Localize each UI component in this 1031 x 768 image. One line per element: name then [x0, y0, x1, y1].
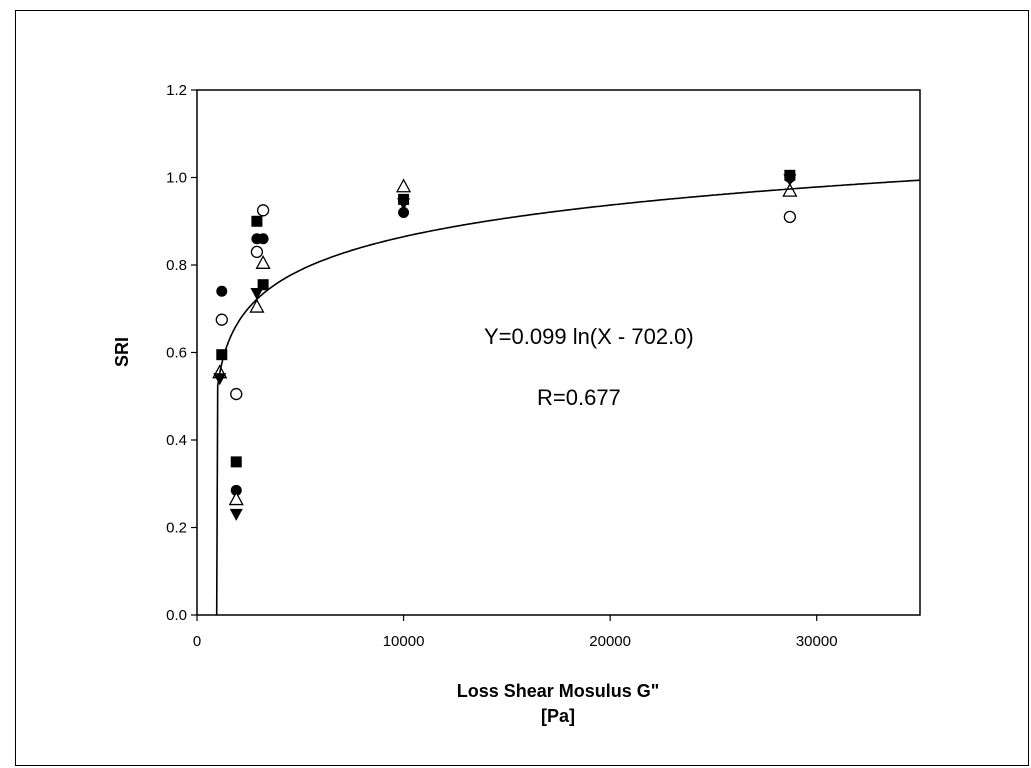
- plot-area: [196, 89, 921, 616]
- point-filled-circle: [230, 484, 242, 496]
- point-open-triangle: [228, 491, 244, 506]
- y-tick-label: 0.2: [166, 520, 187, 537]
- point-open-circle: [215, 313, 228, 326]
- point-filled-square: [257, 279, 269, 291]
- equation-annotation: Y=0.099 ln(X - 702.0): [484, 324, 694, 349]
- point-open-circle: [256, 204, 270, 217]
- y-tick-label: 0.4: [166, 432, 187, 449]
- data-points: [212, 169, 798, 521]
- point-filled-triangle-down: [783, 174, 797, 187]
- x-tick-label: 30000: [796, 633, 838, 650]
- point-filled-circle: [398, 207, 410, 218]
- point-open-triangle: [249, 298, 265, 313]
- point-filled-square: [251, 215, 263, 227]
- point-filled-triangle-down: [397, 198, 411, 211]
- y-tick-label: 0.6: [166, 345, 187, 362]
- x-tick-label: 20000: [589, 633, 631, 650]
- y-tick-label: 1.2: [166, 82, 187, 99]
- fit-curve: [215, 179, 921, 616]
- point-filled-triangle-down: [229, 508, 243, 521]
- x-axis-label: Loss Shear Mosulus G": [457, 681, 660, 701]
- point-filled-square: [230, 456, 242, 468]
- point-open-circle: [230, 387, 243, 401]
- x-tick-label: 0: [193, 633, 201, 650]
- point-open-triangle: [255, 254, 271, 269]
- x-tick-label: 10000: [383, 633, 425, 650]
- point-open-triangle: [395, 178, 412, 193]
- point-filled-circle: [257, 233, 269, 245]
- point-filled-triangle-down: [213, 373, 227, 386]
- x-axis: 0 10000 20000 30000: [193, 615, 838, 650]
- point-open-circle: [783, 210, 797, 224]
- point-filled-square: [216, 349, 228, 361]
- y-axis: 0.0 0.2 0.4 0.6 0.8 1.0 1.2: [166, 82, 197, 624]
- point-filled-triangle-down: [250, 287, 264, 300]
- x-axis-unit-label: [Pa]: [541, 706, 575, 726]
- point-filled-circle: [216, 285, 228, 297]
- figure-frame: [15, 10, 1029, 766]
- y-tick-label: 0.8: [166, 257, 187, 274]
- point-open-triangle: [782, 182, 798, 197]
- y-tick-label: 1.0: [166, 170, 187, 187]
- y-axis-label: SRI: [112, 337, 132, 367]
- r-value-annotation: R=0.677: [537, 385, 621, 410]
- y-tick-label: 0.0: [166, 607, 187, 624]
- point-open-circle: [250, 245, 264, 259]
